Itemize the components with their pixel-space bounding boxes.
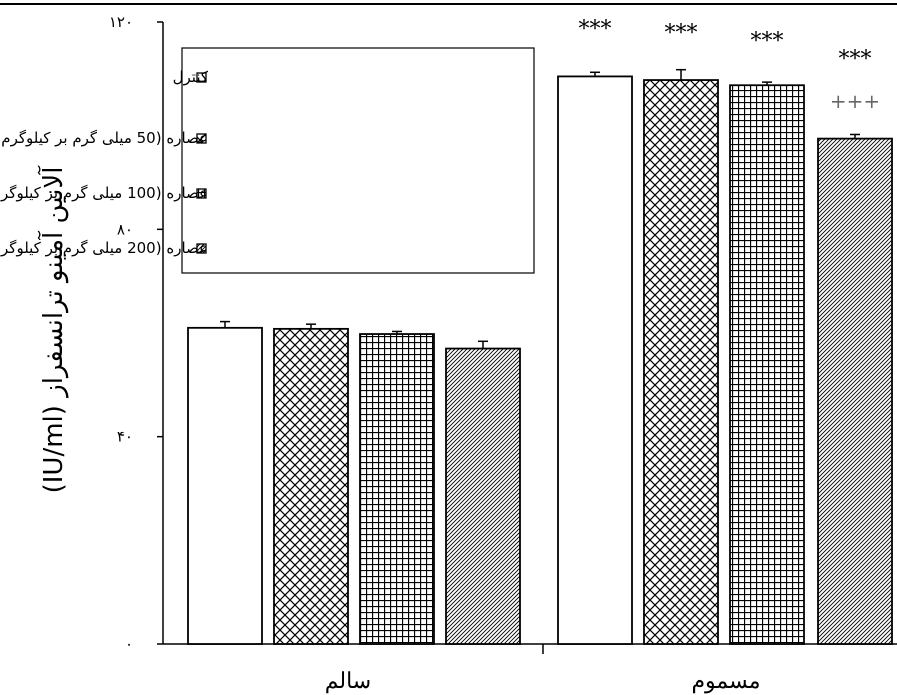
legend-entry-label: کنترل [173,68,209,86]
bar [187,326,263,645]
significance-star-label: *** [665,21,698,46]
bar [557,75,633,645]
significance-plus-label: +++ [830,89,880,113]
bar [445,347,521,645]
legend-swatch [196,133,207,144]
y-tick-label: ۸۰ [117,220,133,238]
y-tick-label: ۴۰ [117,428,133,446]
bar [643,79,719,645]
bar [729,84,805,645]
legend-box [181,47,535,274]
legend-swatch [196,188,207,199]
y-tick-label: ۰ [125,635,133,653]
bar [817,137,893,645]
x-category-label: مسموم [691,669,760,694]
x-category-label: سالم [325,669,371,694]
legend-swatch [196,72,207,83]
significance-star-label: *** [751,29,784,54]
y-tick-label: ۱۲۰ [109,13,133,31]
bars: *** *** *** *** +++ [187,17,893,645]
significance-star-label: *** [579,17,612,42]
significance-star-label: *** [839,47,872,72]
legend: کنترل عصاره (50 میلی گرم بر کیلوگرم وزن ب… [0,47,535,274]
legend-entry-label: عصاره (50 میلی گرم بر کیلوگرم وزن بدن) [0,129,208,147]
y-axis-label: آلانین آمینو ترانسفراز (IU/ml) [37,165,69,494]
bar [273,327,349,645]
legend-entry-label: عصاره (100 میلی گرم بر کیلوگرم وزن بدن) [0,184,208,202]
legend-entry-label: عصاره (200 میلی گرم بر کیلوگرم وزن بدن) [0,239,208,257]
legend-swatch [196,243,207,254]
bar [359,333,435,645]
